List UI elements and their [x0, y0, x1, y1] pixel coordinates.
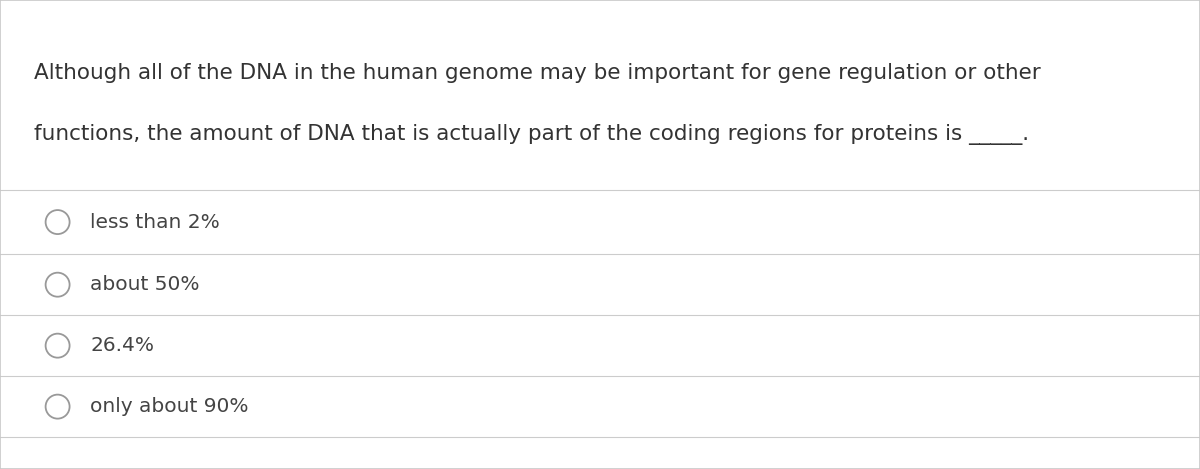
Text: about 50%: about 50%	[90, 275, 199, 294]
Text: 26.4%: 26.4%	[90, 336, 154, 355]
Text: Although all of the DNA in the human genome may be important for gene regulation: Although all of the DNA in the human gen…	[34, 63, 1040, 83]
Text: only about 90%: only about 90%	[90, 397, 248, 416]
Text: less than 2%: less than 2%	[90, 212, 220, 232]
Text: functions, the amount of DNA that is actually part of the coding regions for pro: functions, the amount of DNA that is act…	[34, 124, 1028, 145]
